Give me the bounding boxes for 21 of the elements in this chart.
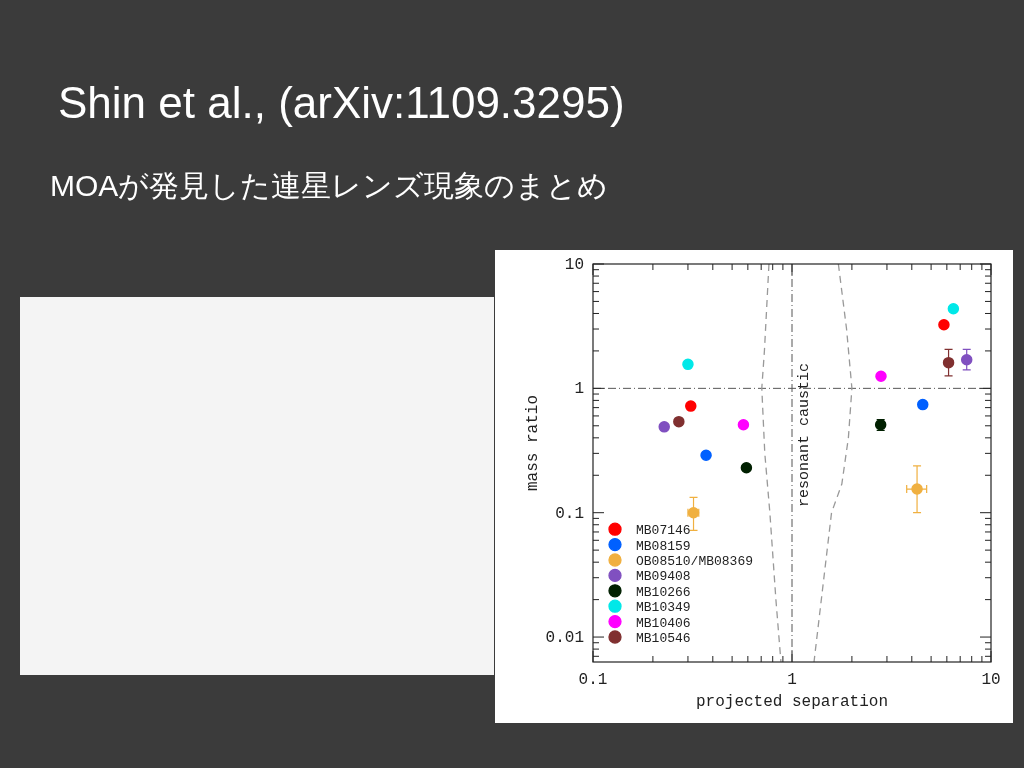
ref-line-label: resonant caustic — [796, 362, 813, 508]
legend-label: MB10406 — [636, 615, 691, 631]
y-axis-title: mass ratio — [524, 394, 542, 492]
legend-label: MB10349 — [636, 600, 691, 616]
chart-title: Shin et al., (arXiv:1109.3295) — [58, 78, 625, 127]
x-tick-label: 0.1 — [578, 671, 608, 689]
legend-label: MB07146 — [636, 523, 691, 539]
y-tick-label: 0.1 — [555, 504, 584, 523]
x-axis-title: projected separation — [695, 693, 889, 711]
legend-label: OB08510/MB08369 — [636, 554, 754, 569]
x-tick-label: 1 — [787, 671, 797, 689]
y-tick-label: 1 — [574, 380, 584, 399]
legend-label: MB08159 — [636, 538, 691, 554]
legend-label: MB10546 — [636, 631, 691, 646]
text: MOAが発見した連星レンズ現象のまとめ — [50, 169, 609, 202]
y-tick-label: 0.01 — [545, 629, 584, 648]
x-tick-label: 10 — [981, 671, 1001, 689]
line-series — [761, 263, 782, 663]
y-tick-label: 10 — [564, 256, 584, 274]
legend-label: MB09408 — [636, 569, 691, 585]
legend-label: MB10266 — [636, 584, 691, 600]
